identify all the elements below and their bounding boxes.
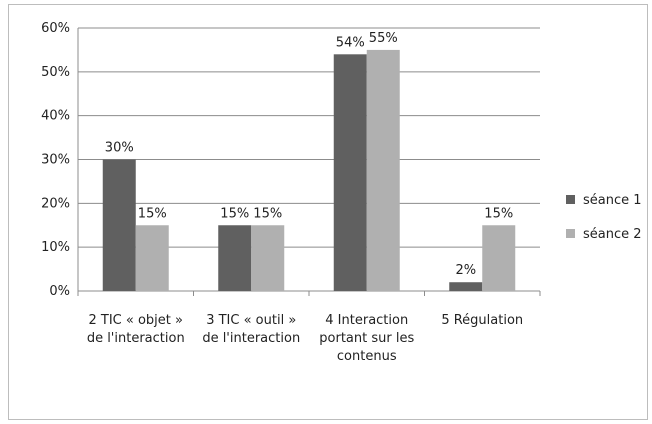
bar-1 [449,282,483,291]
bar-1 [102,159,136,291]
legend-label: séance 2 [583,227,642,242]
bar-2 [251,225,285,291]
data-label: 2% [455,263,476,278]
y-tick-label: 0% [49,284,70,299]
bar-1 [333,54,367,291]
y-tick-label: 40% [41,109,70,124]
data-label: 15% [220,206,249,221]
y-tick-label: 30% [41,153,70,168]
x-category-label: de l'interaction [202,331,300,346]
bar-1 [218,225,252,291]
y-tick-label: 10% [41,240,70,255]
y-tick-label: 20% [41,196,70,211]
bar-2 [482,225,516,291]
data-label: 15% [138,206,167,221]
data-label: 54% [336,35,365,50]
data-label: 30% [105,141,134,156]
data-label: 15% [484,206,513,221]
x-category-label: de l'interaction [87,331,185,346]
legend-swatch [566,229,575,238]
x-category-label: 4 Interaction [325,313,408,328]
x-category-label: 5 Régulation [441,313,523,328]
bar-2 [135,225,169,291]
y-tick-label: 50% [41,65,70,80]
data-label: 15% [253,206,282,221]
bar-2 [366,49,400,291]
x-category-label: 2 TIC « objet » [89,313,183,328]
legend-label: séance 1 [583,193,642,208]
x-category-label: portant sur les [319,331,414,346]
x-category-label: 3 TIC « outil » [206,313,296,328]
y-tick-label: 60% [41,21,70,36]
data-label: 55% [369,31,398,46]
x-category-label: contenus [337,349,397,364]
legend-swatch [566,195,575,204]
